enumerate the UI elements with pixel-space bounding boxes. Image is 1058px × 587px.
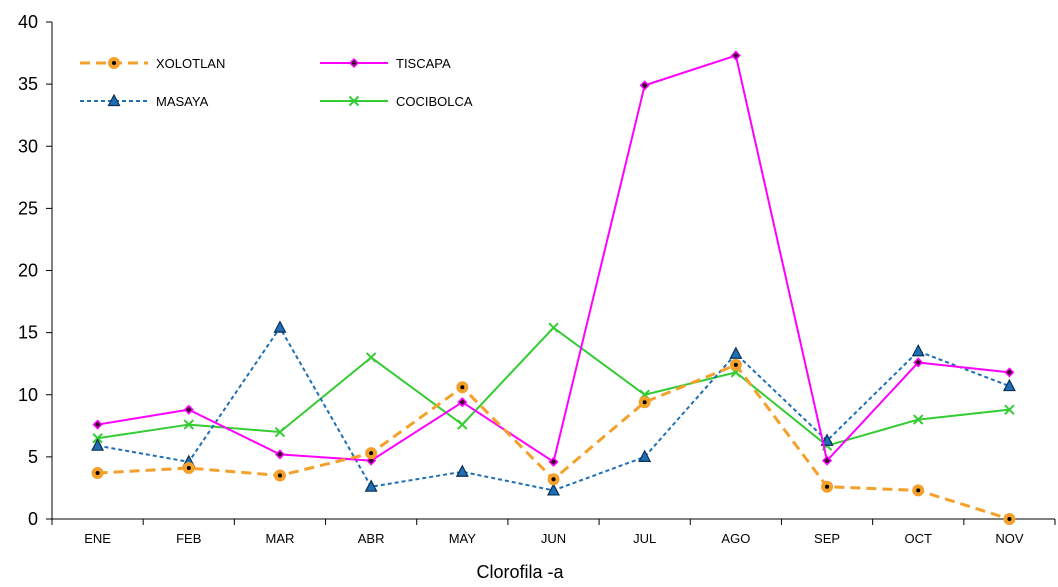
series-masaya [91, 320, 1016, 496]
data-point-xolotlan [456, 381, 469, 394]
series-xolotlan [91, 358, 1016, 525]
data-point-masaya [1002, 378, 1016, 392]
series-layer [91, 50, 1016, 525]
x-tick-label: NOV [995, 531, 1024, 546]
y-tick-label: 40 [18, 12, 38, 32]
data-point-tiscapa [548, 456, 559, 467]
x-tick-label: JUL [633, 531, 656, 546]
x-tick-label: ENE [84, 531, 111, 546]
data-point-tiscapa [457, 397, 468, 408]
x-tick-label: ABR [358, 531, 385, 546]
data-point-cocibolca [548, 322, 559, 333]
data-point-cocibolca [274, 426, 286, 438]
data-point-tiscapa [821, 455, 833, 466]
series-tiscapa [92, 50, 1015, 467]
data-point-xolotlan [821, 480, 834, 493]
data-point-cocibolca [92, 433, 103, 444]
data-point-cocibolca [1004, 404, 1015, 415]
series-line-xolotlan [97, 363, 1010, 521]
x-axis-title: Clorofila -a [476, 562, 564, 582]
data-point-xolotlan [91, 467, 104, 480]
data-point-xolotlan [547, 473, 560, 486]
x-tick-label: AGO [721, 531, 750, 546]
data-point-masaya [911, 343, 925, 357]
data-point-masaya [638, 449, 652, 462]
data-point-cocibolca [365, 352, 377, 363]
data-point-masaya [273, 320, 287, 333]
y-tick-label: 10 [18, 385, 38, 405]
legend-label-masaya: MASAYA [156, 94, 209, 109]
data-point-xolotlan [729, 358, 742, 371]
legend-label-cocibolca: COCIBOLCA [396, 94, 473, 109]
data-point-xolotlan [1003, 513, 1016, 525]
data-point-tiscapa [730, 50, 741, 61]
data-point-cocibolca [913, 414, 924, 425]
legend-label-xolotlan: XOLOTLAN [156, 56, 225, 71]
data-point-masaya [547, 483, 560, 496]
data-point-tiscapa [274, 449, 286, 460]
data-point-xolotlan [912, 484, 925, 497]
legend-marker-xolotlan [108, 57, 120, 69]
y-tick-label: 35 [18, 74, 38, 94]
legend-item-tiscapa: TISCAPA [320, 56, 451, 71]
legend-marker-cocibolca [348, 95, 360, 107]
y-tick-label: 0 [28, 509, 38, 529]
x-tick-label: MAR [266, 531, 295, 546]
data-point-xolotlan [638, 396, 651, 409]
series-line-cocibolca [97, 326, 1010, 447]
legend-box [66, 44, 536, 120]
data-point-cocibolca [457, 419, 468, 430]
data-point-xolotlan [182, 462, 195, 475]
x-tick-label: OCT [905, 531, 933, 546]
y-tick-label: 5 [28, 447, 38, 467]
data-point-tiscapa [92, 419, 103, 430]
data-point-tiscapa [639, 80, 650, 91]
legend-marker-tiscapa [348, 57, 360, 69]
y-tick-label: 30 [18, 136, 38, 156]
x-tick-label: FEB [176, 531, 201, 546]
y-tick-label: 25 [18, 198, 38, 218]
data-point-xolotlan [365, 447, 378, 460]
data-point-tiscapa [183, 404, 194, 415]
data-point-masaya [91, 438, 105, 451]
y-tick-label: 20 [18, 261, 38, 281]
x-tick-label: MAY [449, 531, 477, 546]
legend-item-xolotlan: XOLOTLAN [80, 56, 225, 71]
data-point-cocibolca [183, 419, 194, 430]
legend-label-tiscapa: TISCAPA [396, 56, 451, 71]
legend-item-cocibolca: COCIBOLCA [320, 94, 473, 109]
data-point-tiscapa [1004, 367, 1015, 378]
x-tick-label: JUN [541, 531, 566, 546]
y-tick-label: 15 [18, 323, 38, 343]
data-point-xolotlan [273, 469, 286, 482]
data-point-masaya [455, 464, 469, 477]
legend-marker-masaya [107, 93, 121, 107]
legend: XOLOTLAN TISCAPA MASAYA COCIBOLCA [66, 44, 536, 120]
data-point-masaya [729, 346, 743, 359]
data-point-masaya [364, 479, 378, 492]
data-point-masaya [820, 433, 834, 446]
x-tick-label: SEP [814, 531, 840, 546]
axes: 0 5 10 15 20 25 30 35 40 ENE FEB MAR ABR MAY JUN JUL AGO… [18, 12, 1056, 546]
legend-item-masaya: MASAYA [80, 93, 209, 109]
data-point-tiscapa [913, 357, 924, 368]
